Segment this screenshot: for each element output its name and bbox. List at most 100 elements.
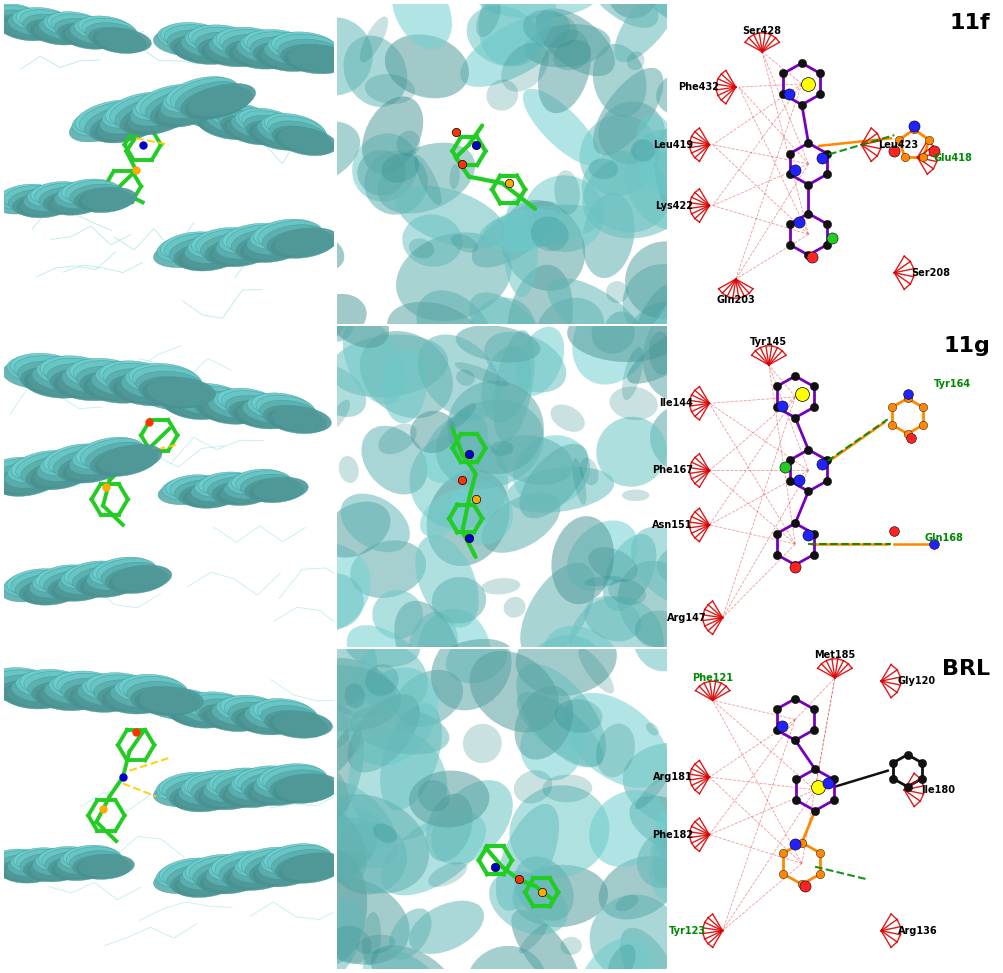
Ellipse shape [284, 47, 348, 74]
Ellipse shape [26, 577, 86, 603]
Ellipse shape [213, 103, 272, 130]
Ellipse shape [500, 200, 585, 291]
Ellipse shape [125, 365, 194, 394]
Ellipse shape [61, 563, 120, 590]
Ellipse shape [209, 238, 273, 267]
Ellipse shape [14, 356, 83, 385]
Ellipse shape [80, 571, 139, 597]
Ellipse shape [515, 686, 573, 760]
Ellipse shape [203, 706, 262, 732]
Ellipse shape [281, 44, 345, 72]
Ellipse shape [89, 109, 156, 142]
Ellipse shape [132, 366, 202, 395]
Ellipse shape [387, 302, 481, 364]
Ellipse shape [567, 308, 677, 362]
Ellipse shape [118, 674, 184, 702]
Ellipse shape [253, 859, 317, 886]
Ellipse shape [43, 13, 98, 37]
Ellipse shape [626, 52, 644, 70]
Ellipse shape [466, 946, 546, 973]
Ellipse shape [648, 332, 672, 375]
Ellipse shape [0, 184, 55, 207]
Ellipse shape [523, 89, 600, 165]
Ellipse shape [78, 16, 133, 40]
Ellipse shape [2, 360, 71, 389]
Ellipse shape [298, 877, 409, 964]
Ellipse shape [555, 700, 602, 733]
Ellipse shape [41, 848, 96, 871]
Ellipse shape [157, 91, 225, 125]
Ellipse shape [216, 105, 275, 132]
Ellipse shape [245, 478, 300, 501]
Ellipse shape [88, 27, 143, 52]
Ellipse shape [589, 894, 679, 973]
Ellipse shape [23, 15, 78, 38]
Ellipse shape [146, 378, 216, 407]
Ellipse shape [0, 675, 59, 702]
Ellipse shape [174, 870, 238, 897]
Ellipse shape [201, 111, 260, 138]
Ellipse shape [410, 411, 455, 453]
Ellipse shape [619, 927, 679, 973]
Ellipse shape [157, 24, 222, 52]
Ellipse shape [257, 701, 317, 727]
Ellipse shape [17, 849, 72, 873]
Ellipse shape [10, 353, 79, 382]
Ellipse shape [158, 691, 219, 716]
Ellipse shape [344, 683, 364, 708]
Ellipse shape [209, 33, 273, 60]
Ellipse shape [5, 858, 60, 882]
Ellipse shape [58, 568, 117, 595]
Ellipse shape [191, 391, 250, 416]
Ellipse shape [282, 231, 344, 272]
Ellipse shape [209, 768, 273, 795]
Ellipse shape [144, 380, 204, 406]
Ellipse shape [306, 899, 364, 973]
Ellipse shape [430, 780, 513, 865]
Ellipse shape [191, 776, 255, 804]
Ellipse shape [90, 446, 153, 475]
Ellipse shape [253, 477, 308, 501]
Ellipse shape [106, 369, 176, 398]
Ellipse shape [2, 860, 57, 883]
Ellipse shape [261, 115, 320, 142]
Ellipse shape [78, 189, 133, 213]
Ellipse shape [278, 127, 337, 155]
Ellipse shape [388, 909, 431, 959]
Ellipse shape [270, 121, 328, 148]
Ellipse shape [516, 622, 616, 696]
Ellipse shape [536, 298, 604, 359]
Ellipse shape [24, 671, 88, 699]
Ellipse shape [179, 484, 234, 507]
Ellipse shape [28, 676, 92, 703]
Ellipse shape [192, 228, 256, 256]
Ellipse shape [213, 29, 277, 56]
Ellipse shape [275, 228, 338, 256]
Ellipse shape [603, 311, 644, 366]
Ellipse shape [4, 186, 59, 209]
Ellipse shape [516, 327, 564, 396]
Ellipse shape [216, 697, 276, 722]
Ellipse shape [150, 690, 210, 715]
Ellipse shape [593, 68, 663, 155]
Ellipse shape [488, 871, 568, 935]
Ellipse shape [267, 846, 331, 873]
Ellipse shape [68, 685, 133, 712]
Ellipse shape [257, 119, 316, 146]
Ellipse shape [208, 393, 268, 419]
Ellipse shape [8, 854, 63, 877]
Ellipse shape [128, 363, 198, 393]
Ellipse shape [606, 281, 628, 304]
Ellipse shape [338, 456, 358, 483]
Ellipse shape [186, 854, 249, 883]
Ellipse shape [105, 566, 164, 593]
Ellipse shape [62, 453, 126, 483]
Ellipse shape [479, 204, 602, 248]
Ellipse shape [219, 226, 283, 254]
Ellipse shape [272, 795, 392, 852]
Ellipse shape [269, 276, 346, 348]
Ellipse shape [228, 774, 293, 801]
Ellipse shape [183, 857, 247, 884]
Ellipse shape [65, 180, 120, 203]
Ellipse shape [48, 672, 113, 700]
